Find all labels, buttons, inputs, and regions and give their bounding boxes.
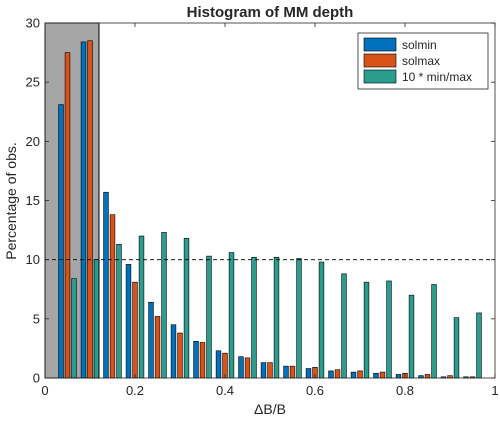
bar-10-min-max <box>228 252 235 379</box>
x-tick-label: 0.2 <box>126 383 144 398</box>
bar-solmin <box>125 264 132 379</box>
y-tick-label: 10 <box>26 252 40 267</box>
bar-10-min-max <box>116 243 122 379</box>
bar-10-min-max <box>296 258 302 379</box>
bar-10-min-max <box>318 261 325 379</box>
bar-solmin <box>350 371 357 379</box>
legend-entry: solmin <box>402 38 437 52</box>
bar-solmin <box>260 362 267 379</box>
bar-solmax <box>289 365 296 379</box>
x-tick-label: 0.6 <box>306 383 324 398</box>
y-tick-label: 0 <box>33 371 40 386</box>
x-axis-label: ΔB/B <box>254 401 286 417</box>
bar-10-min-max <box>161 232 167 379</box>
bar-10-min-max <box>408 294 415 379</box>
bar-10-min-max <box>206 255 212 379</box>
bar-solmin <box>283 365 289 379</box>
chart-title: Histogram of MM depth <box>187 4 354 21</box>
bar-solmax <box>424 374 431 379</box>
legend-swatch <box>363 37 397 52</box>
bar-solmin <box>103 191 109 379</box>
legend-swatch <box>363 53 397 68</box>
x-tick-label: 0.4 <box>216 383 234 398</box>
bar-10-min-max <box>273 256 280 379</box>
bar-10-min-max <box>251 256 257 379</box>
bar-solmin <box>328 370 334 379</box>
legend: solmin solmax 10 * min/max <box>357 32 489 90</box>
bar-solmax <box>244 357 251 379</box>
y-tick-label: 30 <box>26 16 40 31</box>
bar-solmax <box>379 371 386 379</box>
bar-10-min-max <box>341 273 347 379</box>
bar-solmin <box>80 41 87 379</box>
bar-10-min-max <box>93 259 100 379</box>
bar-solmax <box>357 370 363 379</box>
bar-solmin <box>193 341 199 379</box>
bar-10-min-max <box>363 281 370 379</box>
y-axis-label: Percentage of obs. <box>3 142 19 260</box>
bar-solmin <box>215 350 222 379</box>
y-tick-label: 20 <box>26 134 40 149</box>
bar-solmin <box>148 301 154 379</box>
x-tick-label: 0 <box>41 383 48 398</box>
bar-10-min-max <box>453 317 460 379</box>
bar-solmin <box>395 374 402 379</box>
legend-entry: 10 * min/max <box>402 70 472 84</box>
bar-solmax <box>87 40 93 379</box>
bar-solmin <box>238 356 244 379</box>
bar-10-min-max <box>476 312 482 379</box>
bar-solmax <box>109 214 116 379</box>
bar-solmax <box>267 362 273 379</box>
y-tick-label: 25 <box>26 75 40 90</box>
bar-solmax <box>334 369 341 379</box>
bar-solmin <box>305 368 312 379</box>
bar-10-min-max <box>71 278 77 379</box>
bar-solmax <box>64 52 71 379</box>
x-tick-label: 1 <box>491 383 498 398</box>
bar-10-min-max <box>138 235 145 379</box>
bar-solmax <box>154 316 161 379</box>
bar-solmax <box>199 342 206 379</box>
bar-solmin <box>170 324 177 379</box>
bar-10-min-max <box>386 280 392 379</box>
legend-swatch <box>363 69 397 84</box>
bar-10-min-max <box>431 284 437 379</box>
y-tick-label: 15 <box>26 193 40 208</box>
bar-solmin <box>58 104 64 379</box>
bar-solmax <box>177 332 183 379</box>
y-tick-label: 5 <box>33 311 40 326</box>
bar-solmax <box>132 281 138 379</box>
legend-entry: solmax <box>402 54 440 68</box>
bar-solmin <box>373 372 379 379</box>
x-tick-label: 0.8 <box>396 383 414 398</box>
